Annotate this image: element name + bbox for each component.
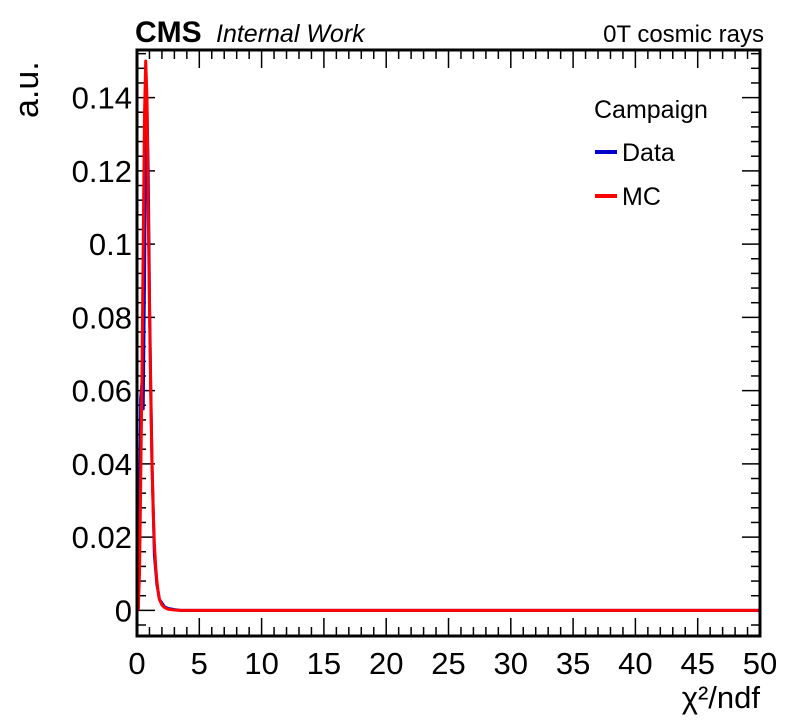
data-point-mc <box>173 609 176 611</box>
data-point-mc <box>139 481 142 483</box>
plot-frame <box>135 48 762 638</box>
data-point-mc <box>179 609 182 612</box>
data-point-mc <box>167 608 169 611</box>
data-point-mc <box>151 463 153 465</box>
data-series <box>136 59 761 612</box>
legend-entry-data: Data <box>622 139 675 167</box>
data-point-mc <box>186 609 188 612</box>
data-point-mc <box>156 580 158 582</box>
y-tick-label: 0.1 <box>89 227 132 262</box>
legend: Campaign Data MC <box>594 96 708 211</box>
status-label: Internal Work <box>216 20 366 48</box>
x-tick-label: 25 <box>431 646 465 681</box>
data-point-mc <box>157 591 159 593</box>
condition-label: 0T cosmic rays <box>603 21 764 48</box>
data-point-mc <box>163 606 166 609</box>
x-tick-label: 0 <box>128 646 145 681</box>
data-point-mc <box>158 598 161 601</box>
data-point-mc <box>142 243 145 245</box>
x-tick-label: 15 <box>307 646 341 681</box>
data-point-mc <box>153 543 156 546</box>
x-tick-label: 20 <box>369 646 403 681</box>
x-tick-label: 30 <box>494 646 528 681</box>
data-point-mc <box>152 510 154 513</box>
data-point-mc <box>148 309 151 311</box>
y-tick-label: 0.04 <box>72 447 132 482</box>
y-tick-label: 0.08 <box>72 300 132 335</box>
x-axis-label: χ²/ndf <box>682 680 761 715</box>
y-tick-label: 0.12 <box>72 154 132 189</box>
y-tick-label: 0 <box>115 593 132 628</box>
data-point-mc <box>161 604 163 606</box>
experiment-label: CMS <box>135 16 202 49</box>
y-tick-label: 0.02 <box>72 520 132 555</box>
axis-ticks: 0 5 10 15 20 25 30 35 40 45 50 0 0.02 0.04 0.06 0.08 0.1… <box>72 50 777 681</box>
y-tick-label: 0.14 <box>72 81 132 116</box>
data-point-mc <box>144 60 147 62</box>
series-line-mc <box>136 59 760 612</box>
data-point-mc <box>146 96 148 99</box>
data-point-mc <box>147 206 150 209</box>
data-point-mc <box>143 115 146 117</box>
y-axis-label: a.u. <box>8 61 46 118</box>
y-tick-label: 0.06 <box>72 374 132 409</box>
legend-entry-mc: MC <box>622 183 661 211</box>
x-tick-label: 35 <box>556 646 590 681</box>
x-tick-label: 10 <box>244 646 278 681</box>
x-tick-label: 50 <box>743 646 777 681</box>
x-tick-label: 40 <box>618 646 652 681</box>
data-point-mc <box>138 572 141 575</box>
legend-title: Campaign <box>594 96 708 124</box>
data-point-mc <box>198 609 201 612</box>
data-point-mc <box>141 371 143 374</box>
x-tick-label: 5 <box>191 646 208 681</box>
x-tick-label: 45 <box>680 646 714 681</box>
data-point-mc <box>154 565 157 568</box>
data-point-mc <box>149 389 152 392</box>
